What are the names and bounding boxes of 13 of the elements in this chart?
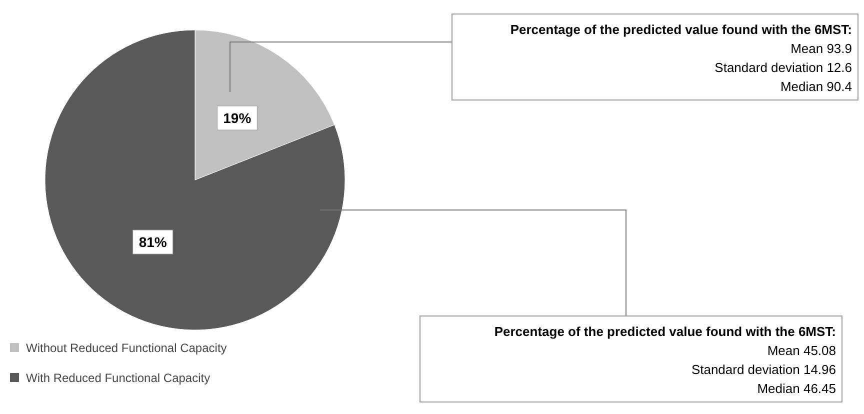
text: Percentage of the predicted value found with the 6MST:	[494, 324, 836, 339]
legend-label: With Reduced Functional Capacity	[26, 371, 210, 385]
data-label: 19%	[223, 110, 252, 126]
text: Median 46.45	[757, 381, 836, 396]
pie-slice	[44, 30, 346, 330]
data-label: 81%	[138, 234, 168, 250]
text: Standard deviation 14.96	[691, 362, 836, 377]
legend-label: Without Reduced Functional Capacity	[26, 341, 227, 355]
text: Mean 93.9	[790, 41, 852, 56]
text: Standard deviation 12.6	[714, 60, 852, 75]
text: Median 90.4	[780, 79, 852, 94]
text: Mean 45.08	[767, 343, 836, 358]
text: Percentage of the predicted value found with the 6MST:	[510, 22, 852, 37]
